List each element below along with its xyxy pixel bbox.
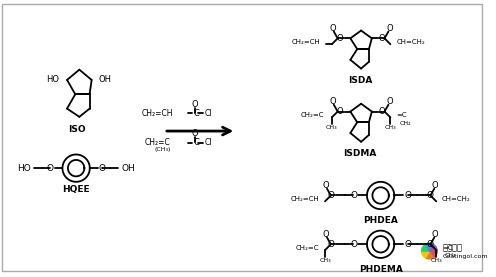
Text: O: O [99, 164, 106, 173]
Text: OH: OH [121, 164, 135, 173]
Text: C: C [193, 109, 199, 118]
Polygon shape [422, 251, 430, 258]
Text: O: O [328, 240, 335, 249]
Text: O: O [323, 230, 329, 239]
Text: 涂料在线: 涂料在线 [443, 244, 463, 253]
Text: PHDEMA: PHDEMA [359, 265, 403, 274]
Text: =C: =C [442, 245, 453, 251]
Text: ISO: ISO [68, 125, 86, 134]
Text: OH: OH [99, 75, 112, 84]
Text: O: O [328, 191, 335, 200]
Text: O: O [329, 97, 336, 106]
Text: Cl: Cl [205, 138, 212, 147]
Text: O: O [323, 181, 329, 190]
Text: CH₃: CH₃ [384, 125, 396, 130]
Polygon shape [430, 244, 437, 251]
Text: CH₂=C: CH₂=C [301, 112, 324, 119]
Text: O: O [432, 230, 438, 239]
Text: HO: HO [17, 164, 31, 173]
Text: O: O [404, 191, 411, 200]
Text: O: O [404, 240, 411, 249]
Text: O: O [427, 240, 434, 249]
Text: Coatingol.com: Coatingol.com [443, 255, 489, 260]
Text: CH₂=CH: CH₂=CH [290, 196, 319, 202]
Text: CH₂=CH: CH₂=CH [141, 109, 173, 118]
Text: O: O [378, 34, 385, 43]
Text: CH₂=C: CH₂=C [145, 138, 171, 147]
Text: HQEE: HQEE [62, 185, 90, 194]
Text: CH₂: CH₂ [399, 121, 411, 126]
Text: O: O [386, 97, 393, 106]
Text: O: O [47, 164, 54, 173]
Text: CH₂=CH: CH₂=CH [291, 39, 320, 45]
Text: O: O [192, 129, 198, 138]
Text: CH=CH₂: CH=CH₂ [396, 39, 425, 45]
Text: O: O [337, 34, 344, 43]
Text: CH₂=C: CH₂=C [296, 245, 319, 251]
Text: O: O [427, 191, 434, 200]
Polygon shape [426, 251, 434, 259]
Text: C: C [193, 138, 199, 147]
Text: CH₃: CH₃ [319, 258, 331, 263]
Text: CH=CH₂: CH=CH₂ [442, 196, 471, 202]
Text: O: O [192, 100, 198, 109]
Text: HO: HO [46, 75, 59, 84]
Text: O: O [350, 191, 357, 200]
Text: Cl: Cl [205, 109, 212, 118]
Text: CH₃: CH₃ [326, 125, 338, 130]
Text: O: O [329, 24, 336, 33]
Polygon shape [426, 243, 434, 251]
Text: O: O [350, 240, 357, 249]
Text: O: O [386, 24, 393, 33]
Text: CH₃: CH₃ [431, 258, 442, 263]
Text: O: O [432, 181, 438, 190]
Text: PHDEA: PHDEA [363, 216, 398, 225]
Text: CH₂: CH₂ [445, 253, 457, 258]
Polygon shape [422, 244, 430, 251]
Text: =C: =C [396, 112, 407, 119]
Text: O: O [337, 107, 344, 116]
Text: (CH₃): (CH₃) [154, 147, 171, 152]
Text: ISDMA: ISDMA [343, 149, 377, 158]
Text: ISDA: ISDA [348, 76, 372, 85]
Text: O: O [378, 107, 385, 116]
Polygon shape [430, 251, 437, 258]
